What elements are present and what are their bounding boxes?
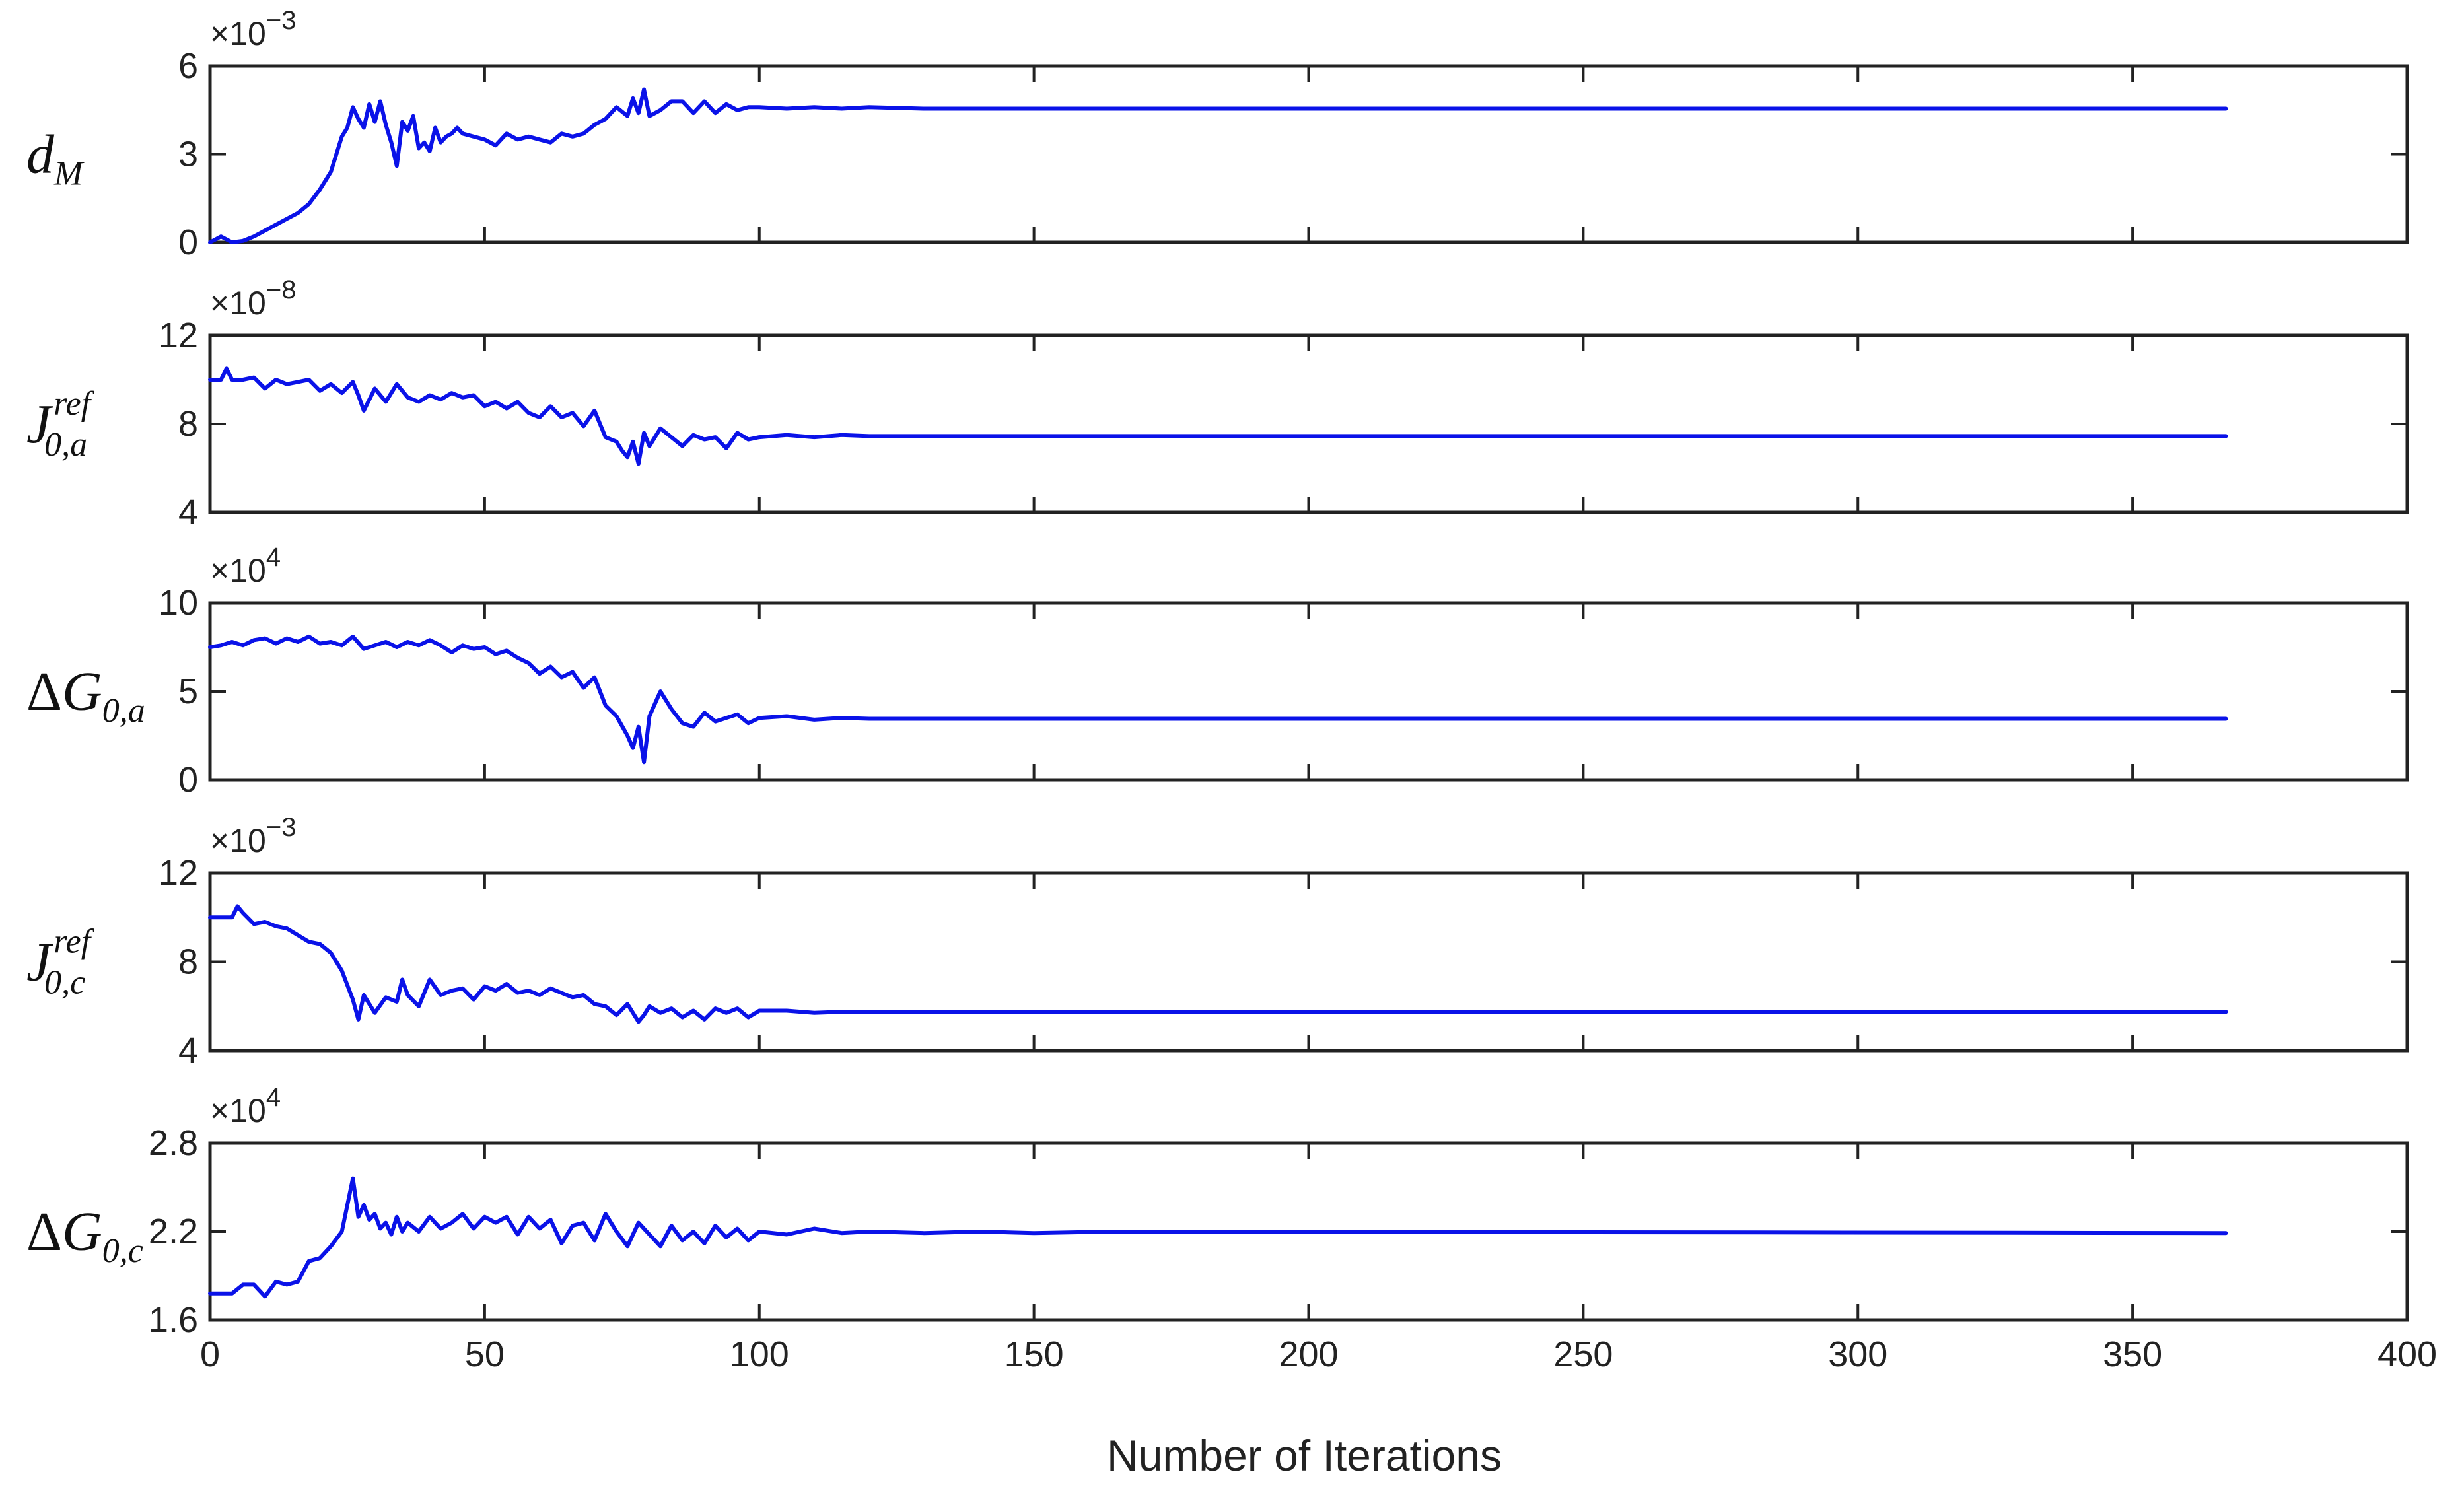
axis-multiplier: ×10−8 bbox=[210, 275, 296, 322]
multiplier-exponent: −8 bbox=[266, 275, 297, 304]
axes-frame bbox=[208, 601, 2409, 782]
x-tick-label: 50 bbox=[465, 1335, 505, 1374]
y-tick-label: 1.6 bbox=[149, 1300, 198, 1340]
multiplier-exponent: −3 bbox=[266, 6, 297, 35]
multiplier-base: ×10 bbox=[210, 552, 266, 589]
series-line-5 bbox=[208, 1176, 2228, 1299]
axes-frame bbox=[208, 333, 2409, 514]
axes-frame bbox=[208, 64, 2409, 244]
y-tick-label: 5 bbox=[178, 672, 198, 711]
axis-multiplier: ×10−3 bbox=[210, 813, 296, 859]
series-line-3 bbox=[208, 634, 2228, 765]
series-line-1 bbox=[208, 87, 2228, 244]
y-tick-label: 2.2 bbox=[149, 1212, 198, 1251]
subplot-3: 0 5 10 ×104 ΔG0,a bbox=[26, 543, 2409, 800]
delta-symbol: Δ bbox=[26, 1201, 62, 1263]
multiplier-exponent: −3 bbox=[266, 813, 297, 842]
y-label-superscript: ref bbox=[53, 923, 94, 961]
y-label-subscript: 0,a bbox=[102, 692, 145, 730]
subplot-2: 4 8 12 ×10−8 Jref 0,a bbox=[26, 275, 2409, 532]
y-tick-label: 0 bbox=[178, 223, 198, 262]
y-tick-label: 0 bbox=[178, 760, 198, 800]
y-axis-label: ΔG0,c bbox=[26, 1201, 143, 1270]
y-tick-label: 12 bbox=[158, 316, 198, 355]
y-axis-label: Jref 0,a bbox=[26, 385, 95, 464]
y-label-subscript: 0,a bbox=[44, 426, 87, 464]
y-label-main: G bbox=[62, 661, 102, 722]
axis-multiplier: ×104 bbox=[210, 543, 281, 589]
x-tick-label: 350 bbox=[2103, 1335, 2162, 1374]
y-tick-label: 8 bbox=[178, 404, 198, 444]
subplot-4: 4 8 12 ×10−3 Jref 0,c bbox=[26, 813, 2409, 1070]
x-tick-label: 300 bbox=[1828, 1335, 1887, 1374]
y-tick-label: 10 bbox=[158, 583, 198, 623]
y-label-main: d bbox=[26, 124, 55, 186]
y-tick-label: 6 bbox=[178, 46, 198, 86]
multiplier-base: ×10 bbox=[210, 15, 266, 52]
y-axis-label: ΔG0,a bbox=[26, 661, 145, 730]
x-tick-label: 200 bbox=[1279, 1335, 1338, 1374]
axis-multiplier: ×10−3 bbox=[210, 6, 296, 52]
multiplier-exponent: 4 bbox=[266, 1083, 281, 1112]
x-tick-label: 250 bbox=[1553, 1335, 1613, 1374]
y-label-subscript: M bbox=[53, 155, 85, 193]
x-tick-label: 100 bbox=[730, 1335, 789, 1374]
axes-frame bbox=[208, 871, 2409, 1053]
y-label-subscript: 0,c bbox=[44, 964, 85, 1002]
y-axis-label: dM bbox=[26, 124, 85, 193]
y-label-superscript: ref bbox=[53, 385, 94, 423]
series-line-2 bbox=[208, 366, 2228, 466]
y-label-main: J bbox=[26, 394, 53, 455]
multiplier-exponent: 4 bbox=[266, 543, 281, 572]
multiplier-base: ×10 bbox=[210, 285, 266, 322]
series-line-4 bbox=[208, 904, 2228, 1024]
y-label-subscript: 0,c bbox=[102, 1232, 143, 1270]
subplot-1: 0 3 6 ×10−3 dM bbox=[26, 6, 2409, 262]
y-tick-label: 12 bbox=[158, 853, 198, 893]
x-tick-label: 150 bbox=[1004, 1335, 1064, 1374]
x-tick-label: 400 bbox=[2377, 1335, 2437, 1374]
y-tick-label: 2.8 bbox=[149, 1123, 198, 1163]
y-axis-label: Jref 0,c bbox=[26, 923, 95, 1002]
y-tick-label: 8 bbox=[178, 942, 198, 982]
y-label-main: J bbox=[26, 932, 53, 993]
delta-symbol: Δ bbox=[26, 661, 62, 722]
y-tick-label: 4 bbox=[178, 1031, 198, 1070]
y-tick-label: 3 bbox=[178, 135, 198, 174]
multiplier-base: ×10 bbox=[210, 822, 266, 859]
subplot-5: 1.6 2.2 2.8 0 50 100 150 200 250 300 350 400 ×104 ΔG0… bbox=[26, 1083, 2437, 1374]
y-tick-label: 4 bbox=[178, 493, 198, 532]
axis-multiplier: ×104 bbox=[210, 1083, 281, 1129]
multiplier-base: ×10 bbox=[210, 1092, 266, 1129]
y-label-main: G bbox=[62, 1201, 102, 1263]
x-tick-label: 0 bbox=[200, 1335, 220, 1374]
x-axis-label: Number of Iterations bbox=[1107, 1431, 1502, 1480]
